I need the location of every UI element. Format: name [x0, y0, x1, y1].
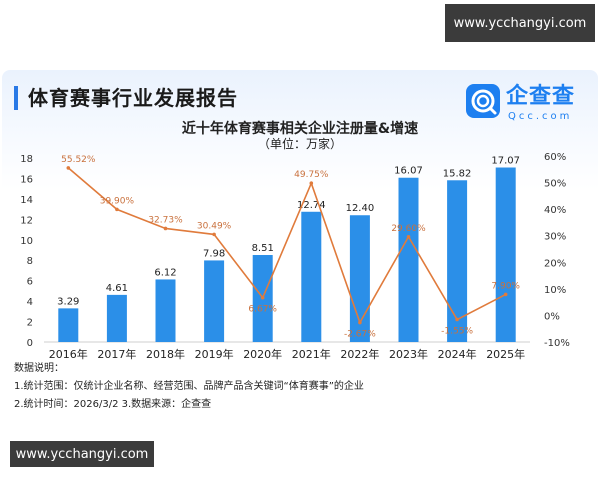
bar-value-label: 12.40	[346, 203, 375, 214]
category-tick-label: 2022年	[340, 347, 379, 361]
left-axis-tick-label: 2	[27, 318, 33, 329]
bar-value-label: 4.61	[106, 283, 128, 294]
growth-rate-point	[358, 320, 362, 325]
right-axis-tick-label: 40%	[544, 205, 566, 216]
right-axis-tick-label: 10%	[544, 285, 566, 296]
notes-line-1: 1.统计范围：仅统计企业名称、经营范围、品牌产品含关键词“体育赛事”的企业	[14, 381, 364, 392]
growth-rate-point	[66, 166, 71, 170]
growth-rate-point	[115, 207, 119, 212]
notes-line-2: 2.统计时间：2026/3/2 3.数据来源：企查查	[14, 399, 212, 410]
growth-rate-label: 55.52%	[61, 155, 96, 165]
growth-rate-label: -1.55%	[441, 327, 473, 337]
category-tick-label: 2017年	[97, 347, 136, 361]
growth-rate-point	[406, 234, 411, 239]
left-axis-tick-label: 18	[20, 154, 33, 165]
bar-value-label: 3.29	[57, 296, 79, 307]
growth-rate-label: 39.90%	[100, 196, 135, 206]
growth-rate-label: 7.90%	[491, 281, 520, 291]
left-axis-tick-label: 8	[27, 256, 33, 267]
bar	[155, 279, 176, 342]
growth-rate-label: -2.67%	[344, 330, 376, 340]
right-axis-tick-label: 30%	[544, 232, 566, 243]
left-axis-tick-label: 16	[20, 174, 33, 185]
category-tick-label: 2021年	[292, 347, 331, 361]
right-axis-tick-label: 60%	[544, 152, 566, 163]
bar	[301, 211, 322, 342]
growth-rate-point	[503, 292, 508, 297]
data-notes: 数据说明： 1.统计范围：仅统计企业名称、经营范围、品牌产品含关键词“体育赛事”…	[14, 360, 364, 414]
bar	[58, 308, 79, 342]
notes-heading: 数据说明：	[14, 363, 64, 374]
right-axis-tick-label: 0%	[544, 311, 560, 322]
qcc-logo-icon	[466, 84, 500, 118]
bar	[398, 177, 419, 342]
left-axis-tick-label: 12	[20, 215, 33, 226]
qcc-logo-sub: Qcc.com	[508, 111, 573, 122]
chart-title: 近十年体育赛事相关企业注册量&增速	[181, 121, 419, 137]
category-tick-label: 2020年	[243, 347, 282, 361]
category-tick-label: 2018年	[146, 347, 185, 361]
report-title: 体育赛事行业发展报告	[14, 86, 238, 110]
growth-rate-point	[163, 226, 168, 231]
bar-value-label: 16.07	[394, 166, 423, 177]
bar-value-label: 15.82	[443, 168, 472, 179]
bar	[204, 260, 225, 342]
chart-subtitle: （单位：万家）	[257, 137, 342, 151]
bar-value-label: 17.07	[491, 156, 520, 167]
growth-rate-point	[212, 232, 216, 237]
growth-rate-line	[67, 167, 507, 325]
category-tick-label: 2025年	[486, 347, 525, 361]
growth-rate-label: 29.60%	[391, 224, 426, 234]
bar-value-label: 8.51	[252, 243, 274, 254]
bar-value-label: 12.74	[297, 200, 326, 211]
growth-rate-label: 30.49%	[197, 221, 232, 231]
bar-value-label: 7.98	[203, 248, 225, 259]
category-tick-label: 2024年	[438, 347, 477, 361]
bar	[447, 180, 468, 342]
growth-rate-label: 32.73%	[148, 215, 183, 225]
category-tick-label: 2023年	[389, 347, 428, 361]
left-axis-tick-label: 0	[27, 338, 33, 349]
category-tick-label: 2019年	[195, 347, 234, 361]
left-axis-tick-label: 10	[20, 236, 33, 247]
qcc-logo: 企查查 Qcc.com	[466, 84, 586, 126]
right-axis-tick-label: 20%	[544, 258, 566, 269]
bar	[495, 167, 516, 342]
watermark-top: www.ycchangyi.com	[445, 4, 595, 42]
left-axis-tick-label: 14	[20, 195, 33, 206]
right-axis-tick-label: 50%	[544, 179, 566, 190]
growth-rate-point	[455, 317, 459, 322]
qcc-logo-name: 企查查	[506, 84, 576, 109]
right-axis-tick-label: -10%	[544, 338, 570, 349]
left-axis-tick-label: 4	[27, 297, 33, 308]
watermark-bottom: www.ycchangyi.com	[10, 441, 154, 467]
growth-rate-label: 49.75%	[294, 170, 329, 180]
growth-rate-point	[260, 295, 265, 300]
bar	[106, 294, 127, 342]
category-tick-label: 2016年	[49, 347, 88, 361]
left-axis-tick-label: 6	[27, 277, 33, 288]
growth-rate-point	[309, 181, 314, 186]
growth-rate-label: 6.67%	[248, 305, 277, 315]
bar-value-label: 6.12	[154, 267, 176, 278]
